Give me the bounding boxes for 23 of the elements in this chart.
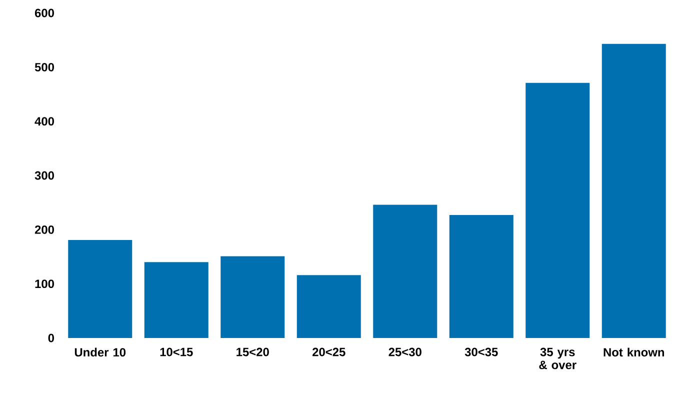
x-tick-label: 10<15 xyxy=(160,348,193,356)
x-tick-label: 35 yrs & over xyxy=(539,348,576,370)
x-tick-label: 25<30 xyxy=(388,348,422,356)
x-tick-label: 30<35 xyxy=(464,348,498,356)
bar xyxy=(373,204,438,338)
bar xyxy=(602,44,666,338)
y-tick-label: 300 xyxy=(34,171,54,180)
y-tick-label: 400 xyxy=(34,117,54,126)
y-tick-label: 0 xyxy=(48,334,54,342)
bar xyxy=(144,262,208,338)
bar xyxy=(220,256,285,338)
x-tick-label: 15<20 xyxy=(236,348,269,356)
x-tick-label: 20<25 xyxy=(312,348,346,356)
bar xyxy=(449,215,514,338)
x-tick-label: Not known xyxy=(604,348,664,357)
bar xyxy=(296,275,361,338)
bar xyxy=(526,82,590,338)
bar xyxy=(68,240,132,338)
y-tick-label: 200 xyxy=(34,225,54,234)
y-tick-label: 100 xyxy=(35,280,54,288)
y-tick-label: 600 xyxy=(34,8,54,18)
y-tick-label: 500 xyxy=(34,62,54,72)
x-tick-label: Under 10 xyxy=(74,348,126,357)
